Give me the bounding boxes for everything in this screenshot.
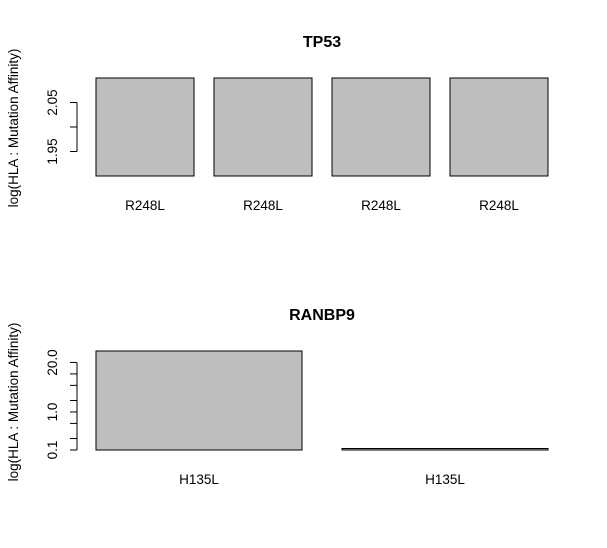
y-axis-label: log(HLA : Mutation Affinity): [6, 323, 21, 482]
bar: [331, 77, 431, 177]
chart-title: TP53: [303, 34, 341, 51]
y-tick-label: 0.1: [45, 441, 60, 460]
bar: [341, 448, 549, 451]
x-tick-label: H135L: [425, 472, 465, 487]
x-tick-label: R248L: [479, 198, 519, 213]
y-tick-label: 1.0: [45, 403, 60, 422]
bars-group: [95, 350, 549, 451]
x-tick-labels: H135L H135L: [179, 472, 465, 487]
x-tick-label: R248L: [125, 198, 165, 213]
bar: [449, 77, 549, 177]
panel-tp53: TP53 log(HLA : Mutation Affinity) R248L R…: [6, 34, 549, 213]
x-tick-label: R248L: [361, 198, 401, 213]
y-tick-label: 2.05: [45, 89, 60, 115]
panel-ranbp9: RANBP9 log(HLA : Mutation Affinity) H135…: [6, 307, 549, 487]
y-axis: 0.1 1.0 20.0: [45, 349, 78, 460]
bars-group: [95, 77, 549, 177]
bar: [95, 350, 303, 451]
bar: [95, 77, 195, 177]
y-tick-label: 1.95: [45, 138, 60, 164]
chart-title: RANBP9: [289, 307, 355, 324]
bar: [213, 77, 313, 177]
y-axis: 1.95 2.05: [45, 89, 78, 165]
x-tick-label: R248L: [243, 198, 283, 213]
x-tick-labels: R248L R248L R248L R248L: [125, 198, 519, 213]
y-tick-label: 20.0: [45, 349, 60, 375]
y-axis-label: log(HLA : Mutation Affinity): [6, 49, 21, 208]
x-tick-label: H135L: [179, 472, 219, 487]
